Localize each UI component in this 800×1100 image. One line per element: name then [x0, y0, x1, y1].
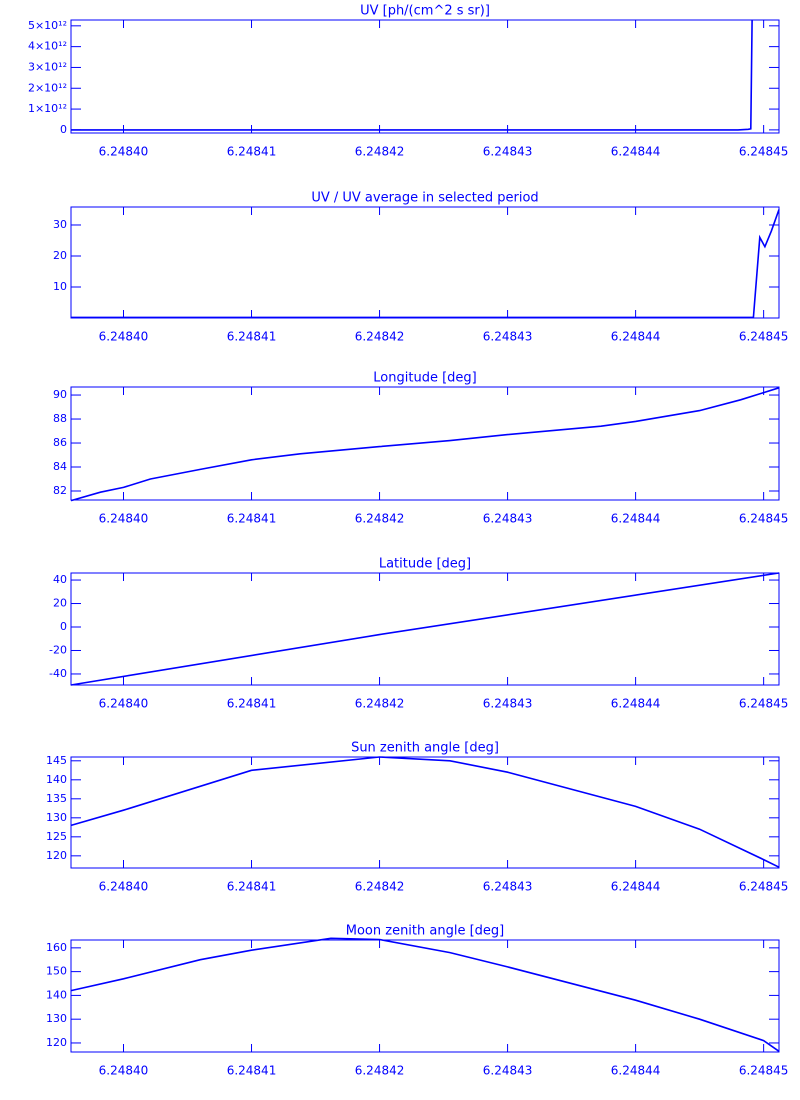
y-tick-label: 145 — [46, 754, 67, 767]
x-tick-label: 6.24845 — [739, 1064, 789, 1078]
data-line — [70, 387, 780, 502]
x-tick-label: 6.24841 — [227, 880, 277, 894]
x-tick-label: 6.24842 — [355, 1064, 405, 1078]
data-line — [70, 572, 780, 686]
y-tick-label: 130 — [46, 1012, 67, 1025]
x-tick-label: 6.24844 — [611, 330, 661, 344]
y-tick-label: 88 — [53, 412, 67, 425]
y-tick-label: 140 — [46, 988, 67, 1001]
y-tick-label: 160 — [46, 941, 67, 954]
x-tick-label: 6.24843 — [483, 512, 533, 526]
y-tick-label: 0 — [60, 620, 67, 633]
y-tick-label: 20 — [53, 249, 67, 262]
x-tick-label: 6.24841 — [227, 1064, 277, 1078]
plot-frame — [70, 756, 780, 869]
x-tick-label: 6.24845 — [739, 145, 789, 159]
y-tick-label: -40 — [49, 667, 67, 680]
chart-title: UV [ph/(cm^2 s sr)] — [360, 4, 490, 19]
x-tick-label: 6.24845 — [739, 697, 789, 711]
chart-title: Sun zenith angle [deg] — [351, 741, 499, 756]
data-line — [71, 209, 780, 319]
y-tick-label: 90 — [53, 388, 67, 401]
x-tick-label: 6.24842 — [355, 512, 405, 526]
x-tick-label: 6.24845 — [739, 512, 789, 526]
y-tick-label: 120 — [46, 849, 67, 862]
x-tick-label: 6.24840 — [99, 697, 149, 711]
y-tick-label: 140 — [46, 773, 67, 786]
y-tick-label: 40 — [53, 573, 67, 586]
y-tick-label: 125 — [46, 830, 67, 843]
y-tick-label: 20 — [53, 597, 67, 610]
x-tick-label: 6.24840 — [99, 330, 149, 344]
data-line — [70, 756, 780, 868]
x-tick-label: 6.24840 — [99, 145, 149, 159]
x-tick-label: 6.24842 — [355, 145, 405, 159]
x-tick-label: 6.24841 — [227, 330, 277, 344]
x-tick-label: 6.24841 — [227, 512, 277, 526]
plot-frame — [70, 206, 780, 319]
x-tick-label: 6.24843 — [483, 880, 533, 894]
y-tick-label: 0 — [60, 123, 67, 136]
chart-title: Moon zenith angle [deg] — [346, 924, 504, 939]
data-line — [70, 937, 780, 1052]
y-tick-label: 1×10¹² — [28, 102, 67, 115]
x-tick-label: 6.24843 — [483, 1064, 533, 1078]
y-tick-label: 84 — [53, 460, 67, 473]
y-tick-label: 5×10¹² — [28, 19, 67, 32]
chart-title: Longitude [deg] — [373, 371, 476, 386]
y-tick-label: 130 — [46, 811, 67, 824]
y-tick-label: 120 — [46, 1036, 67, 1049]
y-tick-label: -20 — [49, 643, 67, 656]
y-tick-label: 86 — [53, 436, 67, 449]
x-tick-label: 6.24845 — [739, 330, 789, 344]
y-tick-label: 150 — [46, 965, 67, 978]
data-line — [71, 19, 753, 131]
chart-title: Latitude [deg] — [379, 557, 471, 572]
plot-frame — [70, 19, 780, 134]
x-tick-label: 6.24842 — [355, 697, 405, 711]
x-tick-label: 6.24844 — [611, 1064, 661, 1078]
y-tick-label: 2×10¹² — [28, 81, 67, 94]
chart-title: UV / UV average in selected period — [311, 191, 538, 206]
x-tick-label: 6.24844 — [611, 512, 661, 526]
y-tick-label: 82 — [53, 484, 67, 497]
x-tick-label: 6.24843 — [483, 145, 533, 159]
x-tick-label: 6.24844 — [611, 697, 661, 711]
x-tick-label: 6.24841 — [227, 697, 277, 711]
plot-frame — [70, 939, 780, 1053]
x-tick-label: 6.24840 — [99, 880, 149, 894]
y-tick-label: 4×10¹² — [28, 40, 67, 53]
x-tick-label: 6.24843 — [483, 697, 533, 711]
x-tick-label: 6.24840 — [99, 512, 149, 526]
x-tick-label: 6.24844 — [611, 145, 661, 159]
y-tick-label: 135 — [46, 792, 67, 805]
y-tick-label: 30 — [53, 218, 67, 231]
y-tick-label: 3×10¹² — [28, 60, 67, 73]
plot-frame — [70, 572, 780, 686]
x-tick-label: 6.24844 — [611, 880, 661, 894]
x-tick-label: 6.24845 — [739, 880, 789, 894]
x-tick-label: 6.24842 — [355, 880, 405, 894]
y-tick-label: 10 — [53, 280, 67, 293]
x-tick-label: 6.24843 — [483, 330, 533, 344]
x-tick-label: 6.24842 — [355, 330, 405, 344]
x-tick-label: 6.24840 — [99, 1064, 149, 1078]
x-tick-label: 6.24841 — [227, 145, 277, 159]
